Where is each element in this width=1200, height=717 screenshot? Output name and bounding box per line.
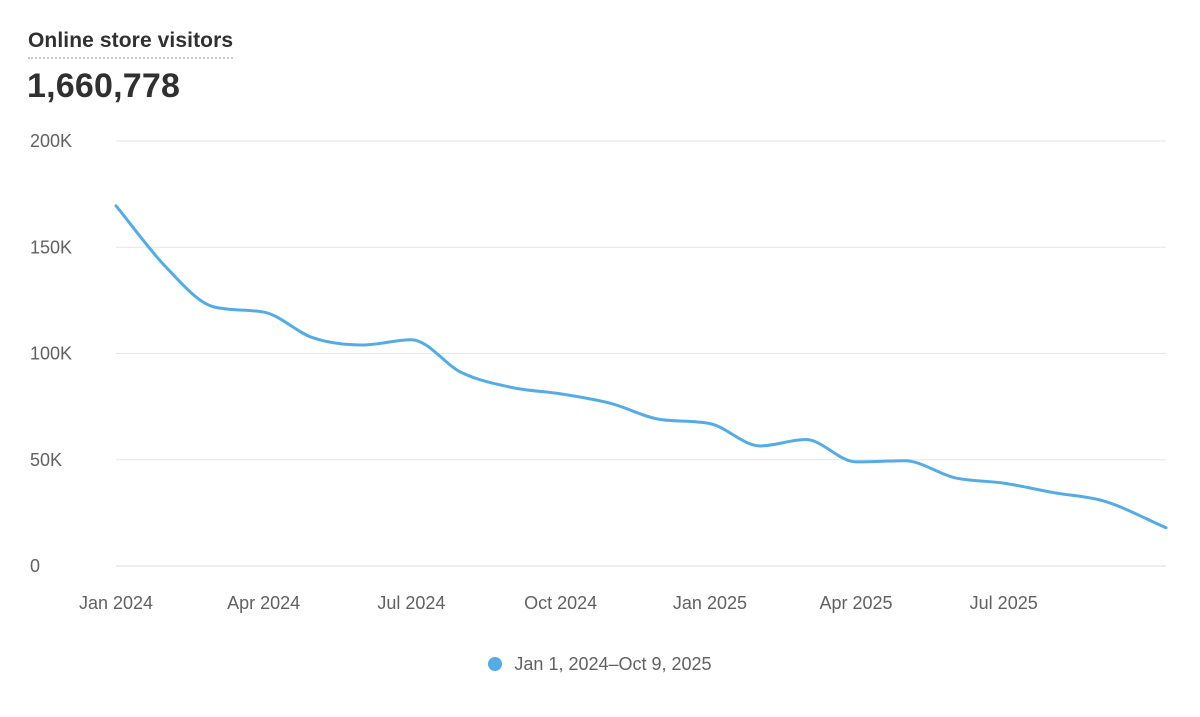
dot-icon — [488, 657, 503, 671]
series-line[interactable] — [114, 204, 1168, 530]
x-tick-label: Jul 2025 — [970, 593, 1038, 613]
x-tick-label: Apr 2024 — [227, 593, 300, 613]
y-tick-label: 50K — [30, 450, 62, 470]
y-axis-ticks: 0 50K 100K 150K 200K — [30, 131, 72, 576]
legend-label: Jan 1, 2024–Oct 9, 2025 — [514, 654, 712, 674]
y-tick-label: 150K — [30, 237, 72, 257]
metric-total-value: 1,660,778 — [27, 67, 181, 105]
chart-legend: Jan 1, 2024–Oct 9, 2025 — [0, 652, 1200, 676]
y-tick-label: 200K — [30, 131, 72, 151]
y-tick-label: 100K — [30, 344, 72, 364]
x-tick-label: Apr 2025 — [819, 593, 892, 613]
x-axis-ticks: Jan 2024 Apr 2024 Jul 2024 Oct 2024 Jan 2025… — [79, 593, 1038, 613]
x-tick-label: Jul 2024 — [377, 593, 445, 613]
legend-item[interactable]: Jan 1, 2024–Oct 9, 2025 — [488, 653, 712, 675]
x-tick-label: Jan 2024 — [79, 593, 153, 613]
y-tick-label: 0 — [30, 556, 40, 576]
x-tick-label: Jan 2025 — [673, 593, 747, 613]
x-tick-label: Oct 2024 — [524, 593, 597, 613]
grid-lines — [116, 140, 1166, 567]
metric-title[interactable]: Online store visitors — [28, 28, 234, 59]
series-layer — [114, 204, 1168, 530]
